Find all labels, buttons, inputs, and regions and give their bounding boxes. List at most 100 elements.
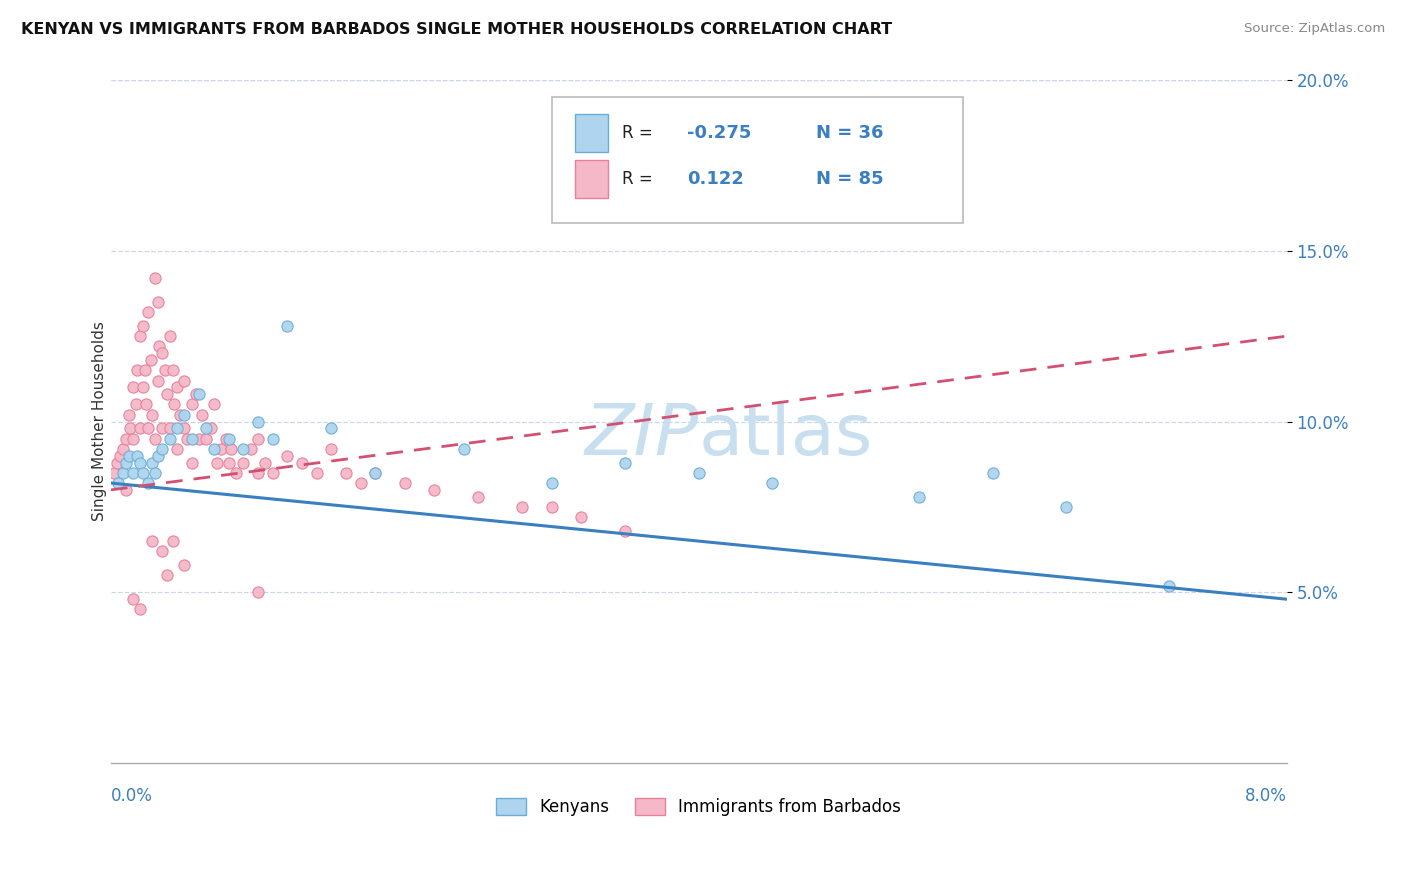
Point <box>139 353 162 368</box>
FancyBboxPatch shape <box>551 97 963 223</box>
Point <box>117 408 139 422</box>
Point <box>614 456 637 470</box>
Point <box>246 466 269 480</box>
Point <box>162 534 184 549</box>
Point <box>125 397 148 411</box>
Point <box>135 397 157 411</box>
Point <box>673 202 696 217</box>
Point <box>111 466 134 480</box>
Point <box>166 442 188 456</box>
FancyBboxPatch shape <box>575 114 609 152</box>
Text: KENYAN VS IMMIGRANTS FROM BARBADOS SINGLE MOTHER HOUSEHOLDS CORRELATION CHART: KENYAN VS IMMIGRANTS FROM BARBADOS SINGL… <box>21 22 893 37</box>
Point <box>276 318 298 333</box>
Point <box>103 466 125 480</box>
Point <box>200 421 222 435</box>
Point <box>225 466 247 480</box>
Point <box>512 500 534 514</box>
Text: R =: R = <box>623 124 654 142</box>
Point <box>262 432 284 446</box>
Point <box>195 432 218 446</box>
Point <box>132 466 155 480</box>
Text: 8.0%: 8.0% <box>1244 787 1286 805</box>
Point <box>423 483 446 497</box>
Point <box>159 329 181 343</box>
Point <box>122 466 145 480</box>
Text: ZIP: ZIP <box>585 401 699 470</box>
FancyBboxPatch shape <box>575 161 609 198</box>
Point <box>239 442 262 456</box>
Point <box>166 421 188 435</box>
Point <box>180 456 202 470</box>
Point <box>143 466 166 480</box>
Point <box>159 421 181 435</box>
Point <box>321 421 343 435</box>
Point <box>169 408 191 422</box>
Point <box>761 476 783 491</box>
Point <box>908 490 931 504</box>
Point <box>246 415 269 429</box>
Point <box>981 466 1004 480</box>
Point <box>143 271 166 285</box>
Point <box>141 534 163 549</box>
Point <box>117 449 139 463</box>
Point <box>246 432 269 446</box>
Point <box>350 476 373 491</box>
Point <box>254 456 277 470</box>
Text: R =: R = <box>623 170 654 188</box>
Point <box>136 305 159 319</box>
Point <box>163 397 186 411</box>
Point <box>209 442 232 456</box>
Point <box>150 442 173 456</box>
Point <box>114 432 136 446</box>
Point <box>162 363 184 377</box>
Point <box>291 456 314 470</box>
Point <box>180 397 202 411</box>
Point <box>108 449 131 463</box>
Point <box>136 421 159 435</box>
Point <box>205 456 228 470</box>
Point <box>111 442 134 456</box>
Point <box>218 456 240 470</box>
Point <box>127 449 149 463</box>
Point <box>159 432 181 446</box>
Point <box>305 466 328 480</box>
Point <box>186 387 208 401</box>
Point <box>155 363 177 377</box>
Point <box>150 346 173 360</box>
Point <box>195 421 218 435</box>
Point <box>122 592 145 607</box>
Point <box>114 483 136 497</box>
Point <box>146 374 169 388</box>
Point <box>173 421 195 435</box>
Point <box>540 476 562 491</box>
Point <box>132 318 155 333</box>
Point <box>173 558 195 572</box>
Point <box>364 466 387 480</box>
Point <box>122 380 145 394</box>
Point <box>105 456 128 470</box>
Point <box>150 544 173 558</box>
Point <box>569 510 592 524</box>
Text: N = 36: N = 36 <box>817 124 884 142</box>
Point <box>262 466 284 480</box>
Text: Source: ZipAtlas.com: Source: ZipAtlas.com <box>1244 22 1385 36</box>
Point <box>173 374 195 388</box>
Text: -0.275: -0.275 <box>688 124 751 142</box>
Point <box>118 421 141 435</box>
Point <box>191 408 214 422</box>
Point <box>394 476 416 491</box>
Point <box>214 432 236 446</box>
Point <box>127 363 149 377</box>
Legend: Kenyans, Immigrants from Barbados: Kenyans, Immigrants from Barbados <box>489 791 908 823</box>
Point <box>1157 578 1180 592</box>
Point <box>364 466 387 480</box>
Text: atlas: atlas <box>699 401 873 470</box>
Point <box>806 158 828 172</box>
Point <box>218 432 240 446</box>
Point <box>180 432 202 446</box>
Point <box>129 456 152 470</box>
Point <box>146 449 169 463</box>
Point <box>202 442 225 456</box>
Point <box>221 442 243 456</box>
Point <box>156 387 179 401</box>
